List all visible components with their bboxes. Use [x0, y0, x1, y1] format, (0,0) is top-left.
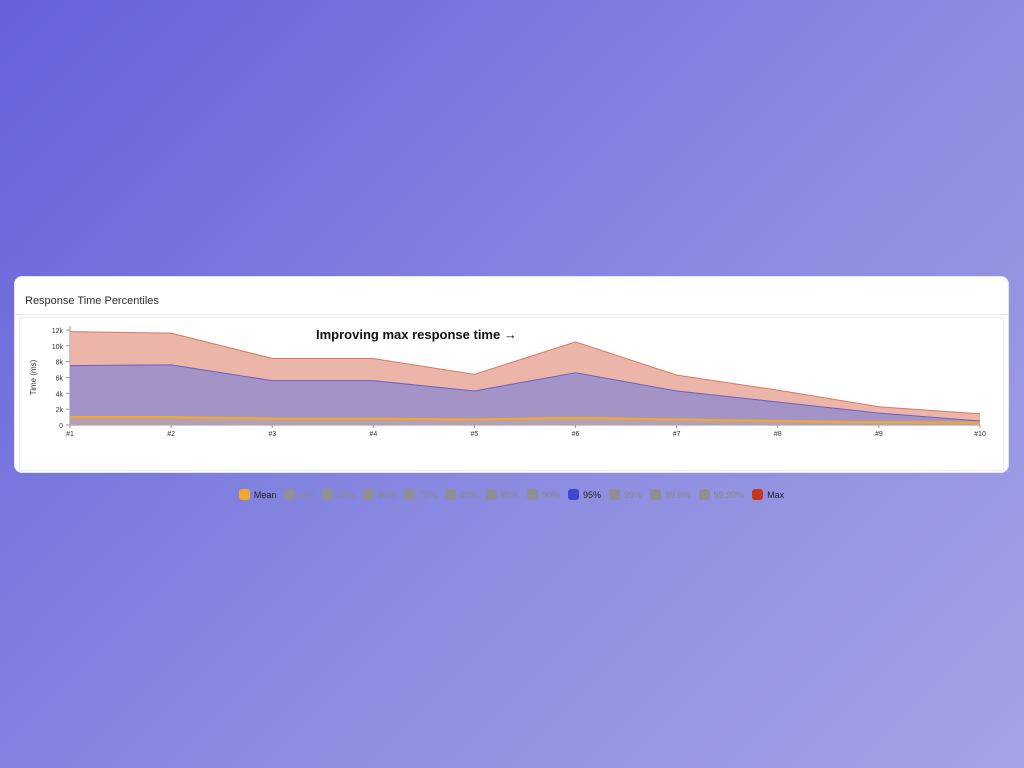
y-axis-title: Time (ms) [29, 359, 38, 395]
legend-item[interactable]: 99% [609, 489, 642, 500]
response-time-chart: 0 2k 4k 6k 8k 10k 12k Time (ms) #1 #2 #3 #4 #5 #6 #7 #8… [29, 326, 986, 438]
x-tick-label: #2 [167, 431, 175, 438]
p95-area [70, 364, 980, 425]
legend-label: 80% [459, 489, 478, 500]
y-tick-label: 12k [52, 328, 64, 335]
legend-label: Mean [253, 489, 277, 500]
card-header: Response Time Percentiles [15, 277, 1008, 315]
legend-item[interactable]: 75% [403, 489, 437, 500]
legend-item[interactable]: 85% [485, 489, 519, 500]
legend-swatch [650, 489, 662, 500]
legend-swatch [321, 489, 333, 500]
legend-item[interactable]: Max [752, 489, 784, 500]
legend-label: 99.9% [665, 489, 691, 500]
mean-line [70, 415, 981, 424]
legend-item[interactable]: 99.99% [698, 489, 745, 500]
legend-label: 85% [500, 489, 519, 500]
legend-label: 95% [583, 489, 602, 500]
x-tick-label: #4 [369, 431, 377, 438]
legend-item[interactable]: 25% [321, 489, 355, 500]
legend-swatch [284, 489, 296, 500]
legend-swatch [238, 489, 250, 500]
legend-label: 25% [336, 489, 355, 500]
x-tick-label: #6 [572, 431, 580, 438]
legend-swatch [362, 489, 374, 500]
legend-label: Max [767, 489, 785, 500]
legend-item[interactable]: Min [284, 489, 314, 500]
p95-line [69, 364, 981, 422]
x-tick-label: #8 [774, 431, 782, 438]
y-tick-label: 4k [56, 391, 64, 398]
chart-legend: Mean Min 25% 50% 75% 80% 85% 90% 95% 99% 99.9% 99.9… [20, 489, 1003, 500]
y-tick-label: 0 [59, 423, 63, 430]
y-tick-label: 2k [56, 407, 64, 414]
legend-swatch [526, 489, 538, 500]
legend-label: Min [299, 489, 314, 500]
x-tick-label: #10 [974, 431, 986, 438]
x-tick-label: #5 [471, 431, 479, 438]
y-tick-label: 6k [56, 376, 64, 383]
legend-item[interactable]: Mean [238, 489, 277, 500]
legend-swatch [568, 489, 579, 500]
x-tick-label: #1 [66, 431, 74, 438]
y-tick-label: 8k [56, 360, 64, 367]
chart-container: 0 2k 4k 6k 8k 10k 12k Time (ms) #1 #2 #3 #4 #5 #6 #7 #8… [19, 317, 1004, 500]
legend-swatch [403, 489, 415, 500]
legend-item[interactable]: 95% [568, 489, 601, 500]
legend-swatch [609, 489, 621, 500]
legend-swatch [444, 489, 456, 500]
legend-item[interactable]: 90% [526, 489, 560, 500]
legend-label: 50% [377, 489, 396, 500]
card-title: Response Time Percentiles [25, 295, 159, 307]
legend-swatch [485, 489, 497, 500]
annotation-text: Improving max response time → [316, 327, 517, 342]
x-tick-label: #3 [268, 431, 276, 438]
legend-label: 90% [541, 489, 560, 500]
legend-item[interactable]: 80% [444, 489, 478, 500]
legend-item[interactable]: 50% [362, 489, 396, 500]
response-time-card: Response Time Percentiles 0 2k 4k 6k 8k 10k 12… [14, 276, 1009, 500]
legend-label: 99.99% [713, 489, 745, 500]
legend-item[interactable]: 99.9% [650, 489, 691, 500]
y-tick-label: 10k [52, 344, 64, 351]
max-line [69, 331, 981, 415]
legend-label: 99% [624, 489, 643, 500]
legend-swatch [698, 489, 710, 500]
legend-swatch [752, 489, 764, 500]
x-tick-label: #9 [875, 431, 883, 438]
legend-label: 75% [418, 489, 437, 500]
x-tick-label: #7 [673, 431, 681, 438]
